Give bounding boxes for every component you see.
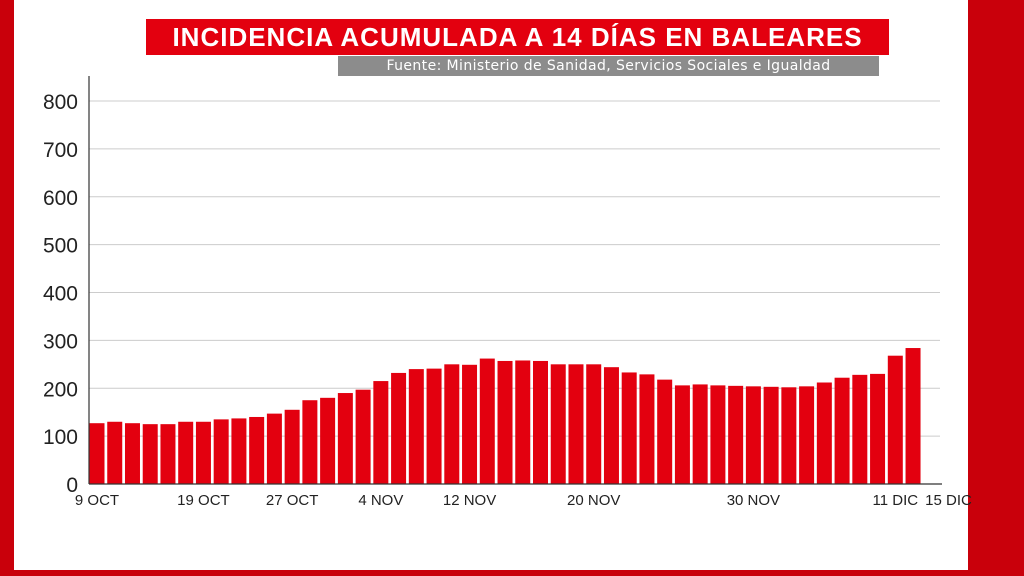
x-tick-label: 27 OCT	[266, 492, 319, 509]
bar	[870, 373, 886, 484]
bar	[533, 360, 548, 484]
bar	[479, 358, 495, 484]
chart-source: Fuente: Ministerio de Sanidad, Servicios…	[338, 56, 879, 76]
right-red-panel	[968, 0, 1024, 576]
bar	[621, 372, 637, 484]
bar	[107, 421, 123, 484]
bottom-red-border	[0, 570, 1024, 576]
bar	[515, 360, 531, 484]
bar	[320, 397, 336, 484]
bar	[337, 393, 353, 484]
bar	[603, 367, 619, 484]
x-tick-label: 9 OCT	[75, 492, 119, 509]
bar	[462, 364, 478, 484]
bar	[142, 424, 158, 484]
bar	[568, 364, 584, 484]
bar	[266, 413, 282, 484]
bar	[89, 423, 105, 484]
left-red-border	[0, 0, 14, 576]
bar	[674, 385, 690, 484]
bar	[799, 386, 815, 484]
bar	[373, 381, 389, 484]
bar	[391, 372, 407, 484]
bar	[586, 364, 602, 484]
bar	[905, 348, 921, 484]
y-tick-label: 800	[43, 91, 78, 114]
bar	[745, 386, 761, 484]
bar	[657, 379, 673, 484]
bar	[195, 421, 211, 484]
bar	[834, 377, 850, 484]
bar	[710, 385, 726, 484]
y-tick-label: 500	[43, 235, 78, 258]
bar	[887, 355, 903, 484]
bar	[213, 419, 229, 484]
bar	[852, 374, 868, 484]
x-tick-label: 30 NOV	[727, 492, 780, 509]
y-tick-label: 100	[43, 426, 78, 449]
y-tick-label: 600	[43, 187, 78, 210]
y-tick-label: 0	[66, 474, 78, 497]
x-tick-label: 19 OCT	[177, 492, 230, 509]
bar	[231, 418, 247, 484]
bar	[728, 385, 744, 484]
bar	[444, 364, 460, 484]
x-tick-label: 4 NOV	[358, 492, 403, 509]
y-tick-label: 400	[43, 283, 78, 306]
x-tick-label: 20 NOV	[567, 492, 620, 509]
bar	[355, 389, 371, 484]
bar	[124, 423, 140, 484]
bar	[781, 387, 797, 484]
y-tick-label: 200	[43, 378, 78, 401]
y-tick-label: 700	[43, 139, 78, 162]
bar	[160, 424, 176, 484]
chart-title: INCIDENCIA ACUMULADA A 14 DÍAS EN BALEAR…	[146, 19, 889, 55]
bar	[178, 421, 194, 484]
bar	[302, 400, 318, 484]
bar	[284, 409, 300, 484]
x-tick-label: 11 DIC	[873, 492, 919, 509]
bar	[249, 416, 265, 484]
bar	[426, 368, 442, 484]
y-tick-label: 300	[43, 330, 78, 353]
x-tick-label: 12 NOV	[443, 492, 496, 509]
bar	[763, 386, 779, 484]
bar	[497, 360, 513, 484]
bar	[408, 369, 424, 484]
bar	[816, 382, 832, 484]
bar	[692, 384, 708, 484]
bar	[550, 364, 566, 484]
bar	[639, 374, 655, 484]
x-tick-label: 15 DIC	[925, 492, 972, 509]
